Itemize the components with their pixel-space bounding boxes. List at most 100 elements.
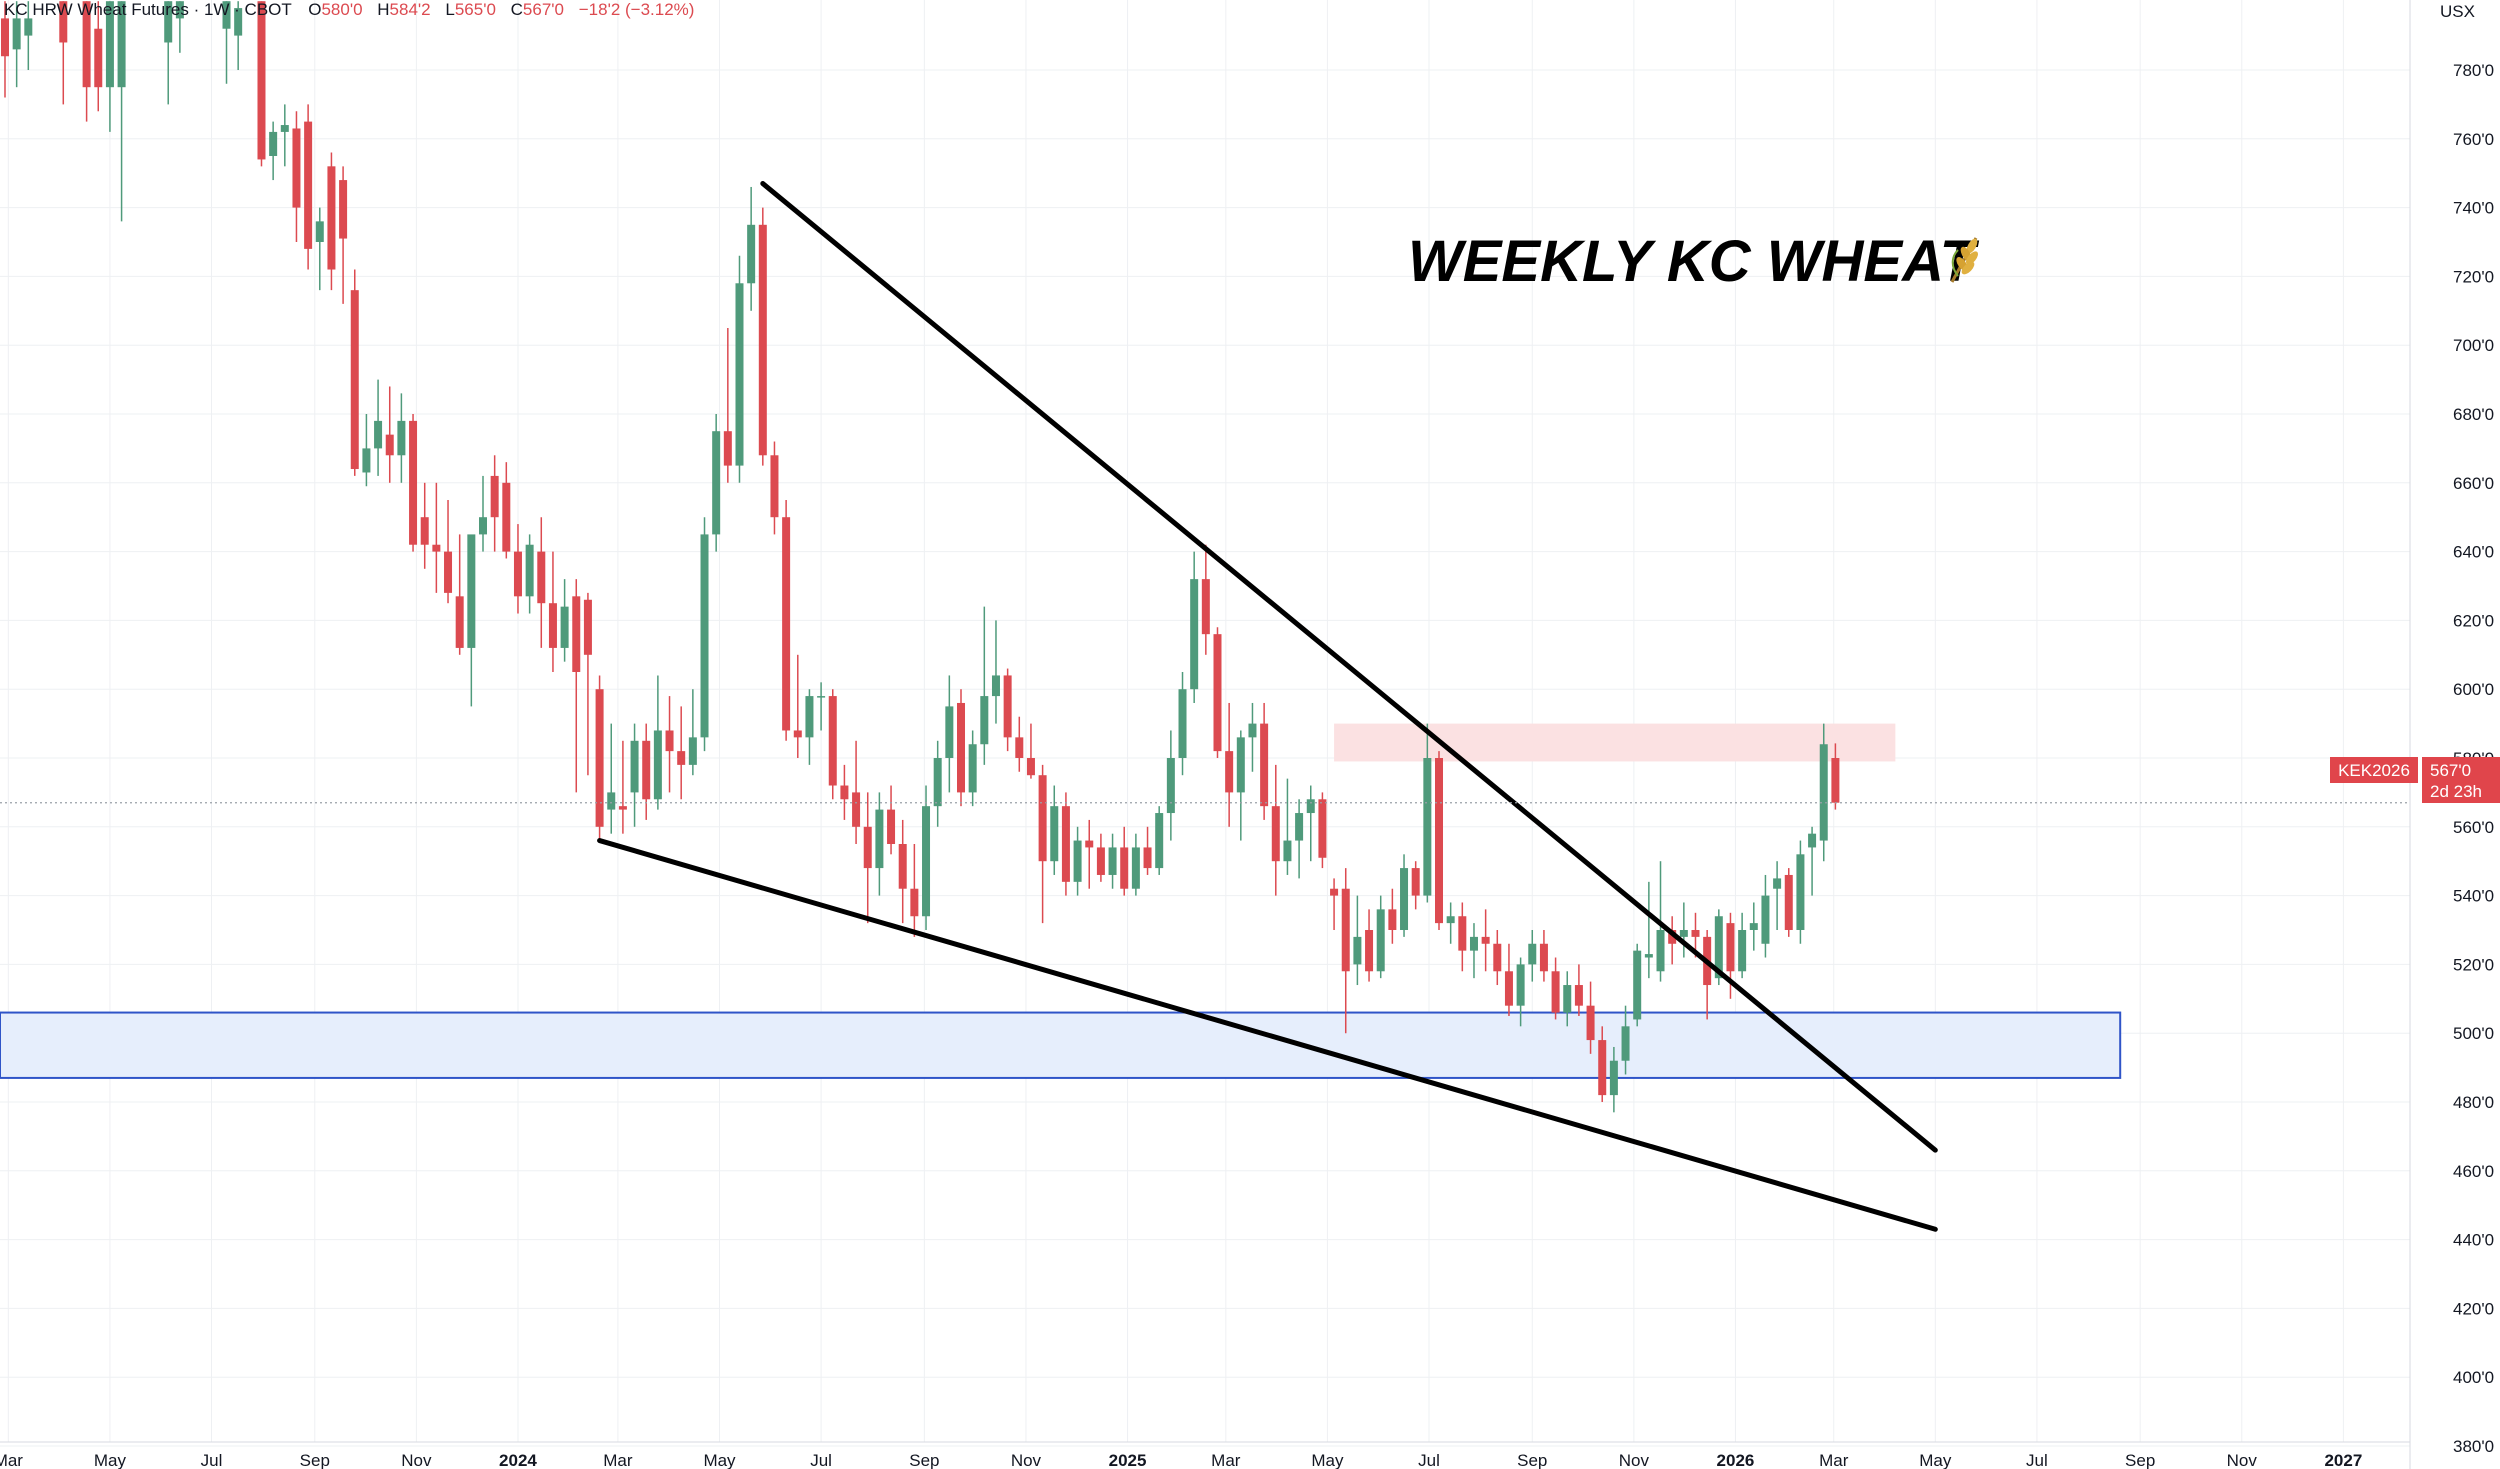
candle-body	[1120, 847, 1129, 889]
time-tick-label: Mar	[603, 1451, 633, 1469]
candle-body	[1213, 634, 1222, 752]
time-tick-label: Sep	[2125, 1451, 2155, 1469]
candle-body	[1679, 930, 1688, 937]
time-tick-label: 2027	[2324, 1451, 2362, 1469]
candle-body	[315, 221, 324, 242]
wheat-icon	[1950, 237, 1978, 283]
candle-body	[117, 1, 126, 88]
time-tick-label: Jul	[201, 1451, 223, 1469]
high-value: 584'2	[390, 0, 431, 19]
price-tag-value-bg	[2422, 757, 2500, 803]
candle-body	[1609, 1060, 1618, 1096]
candle-body	[537, 551, 546, 604]
grid	[0, 0, 2410, 1447]
time-tick-label: May	[703, 1451, 736, 1469]
candle-body	[222, 1, 231, 29]
candle-body	[1808, 833, 1817, 848]
time-tick-label: Jul	[810, 1451, 832, 1469]
candle-body	[1411, 868, 1420, 896]
candle-body	[968, 744, 977, 793]
candle-body	[1446, 916, 1455, 924]
price-tick-label: 560'0	[2453, 818, 2494, 837]
candle-body	[1738, 930, 1747, 972]
trendlines	[597, 181, 1938, 1232]
time-tick-label: 2025	[1109, 1451, 1147, 1469]
candle-body	[922, 806, 931, 917]
candle-body	[1574, 985, 1583, 1006]
price-tick-label: 440'0	[2453, 1231, 2494, 1250]
price-tick-label: 680'0	[2453, 405, 2494, 424]
price-tick-label: 420'0	[2453, 1299, 2494, 1318]
candle-body	[1131, 847, 1140, 889]
candle-body	[1586, 1005, 1595, 1041]
candle-body	[12, 18, 21, 50]
candle-body	[1773, 878, 1782, 889]
candle-body	[1551, 971, 1560, 1013]
candle-body	[1831, 758, 1840, 803]
candle-body	[292, 128, 301, 208]
candle-body	[525, 544, 534, 597]
candle-body	[1166, 758, 1175, 814]
candle-body	[1108, 847, 1117, 875]
symbol-description: KC HRW Wheat Futures · 1W · CBOT	[4, 0, 291, 19]
last-price-tag[interactable]: KEK2026 567'0 2d 23h	[2330, 757, 2500, 803]
candle-body	[653, 730, 662, 800]
time-tick-label: Nov	[401, 1451, 432, 1469]
candle-body	[1003, 675, 1012, 738]
candle-body	[1038, 775, 1047, 862]
candle-body	[59, 1, 68, 43]
candle-body	[385, 434, 394, 456]
low-value: 565'0	[455, 0, 496, 19]
price-tick-label: 720'0	[2453, 267, 2494, 286]
candle-body	[1190, 579, 1199, 690]
time-tick-label: Mar	[0, 1451, 23, 1469]
candle-body	[1528, 943, 1537, 965]
candle-body	[1516, 964, 1525, 1006]
candles	[0, 1, 1840, 1113]
price-tick-label: 520'0	[2453, 955, 2494, 974]
candle-body	[1481, 936, 1490, 944]
price-tag-countdown: 2d 23h	[2430, 782, 2482, 801]
candle-body	[304, 121, 313, 249]
candle-body	[758, 224, 767, 456]
low-label: L	[445, 0, 454, 19]
price-tick-label: 740'0	[2453, 199, 2494, 218]
price-tick-label: 540'0	[2453, 887, 2494, 906]
time-tick-label: Nov	[1619, 1451, 1650, 1469]
time-tick-label: 2026	[1717, 1451, 1755, 1469]
time-axis[interactable]: Mar May Jul Sep Nov 2024 Mar May Jul Sep Nov 2025 Ma…	[0, 1451, 2362, 1469]
change-value: −18'2 (−3.12%)	[579, 0, 695, 19]
candle-body	[735, 283, 744, 466]
candle-body	[548, 603, 557, 648]
candle-body	[362, 448, 371, 473]
price-tick-label: 480'0	[2453, 1093, 2494, 1112]
price-tag-value: 567'0	[2430, 761, 2471, 780]
candle-body	[688, 737, 697, 765]
candle-body	[1493, 943, 1502, 972]
candle-body	[105, 1, 114, 88]
annotation-title: WEEKLY KC WHEAT	[1408, 229, 1980, 294]
open-label: O	[308, 0, 321, 19]
candle-body	[1073, 840, 1082, 882]
candle-body	[350, 290, 359, 470]
candle-body	[782, 517, 791, 731]
close-value: 567'0	[523, 0, 564, 19]
price-tick-label: 460'0	[2453, 1162, 2494, 1181]
price-tick-label: 780'0	[2453, 61, 2494, 80]
candle-body	[1400, 868, 1409, 930]
candle-body	[374, 420, 383, 449]
candle-body	[397, 420, 406, 456]
candle-body	[1539, 943, 1548, 972]
candle-body	[1050, 806, 1059, 862]
time-tick-label: May	[1919, 1451, 1952, 1469]
candle-body	[1283, 840, 1292, 862]
candle-body	[700, 534, 709, 738]
price-axis[interactable]: 380'0 400'0 420'0 440'0 460'0 480'0 500'0 520'0…	[2453, 61, 2494, 1456]
candle-body	[1656, 930, 1665, 972]
candle-body	[1015, 737, 1024, 758]
candle-body	[1691, 930, 1700, 937]
candle-body	[1341, 888, 1350, 972]
candle-body	[467, 534, 476, 648]
currency-label[interactable]: USX	[2440, 2, 2475, 21]
